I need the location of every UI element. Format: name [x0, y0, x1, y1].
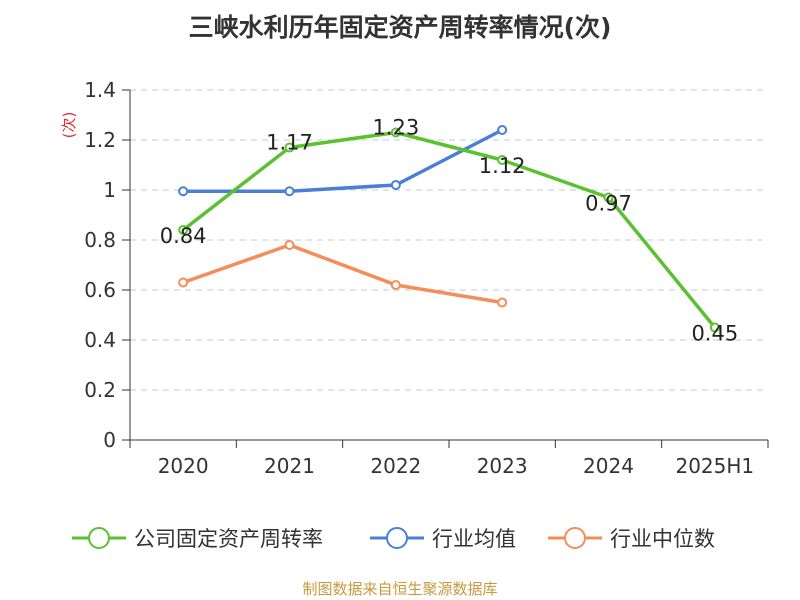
data-point [390, 180, 401, 190]
data-point [709, 322, 720, 333]
data-label: 0.84 [160, 224, 207, 248]
data-point [390, 280, 401, 290]
x-tick-label: 2020 [158, 454, 209, 478]
data-point [178, 186, 189, 197]
y-tick-label: 0.8 [84, 228, 116, 252]
data-point [497, 297, 508, 308]
data-labels: 0.84 1.17 1.23 1.12 0.97 0.45 [160, 116, 738, 346]
x-tick-label: 2024 [583, 454, 634, 478]
data-label: 1.12 [479, 154, 526, 178]
data-label: 1.17 [266, 131, 313, 155]
legend-marker [386, 527, 408, 549]
y-tick-label: 0 [103, 428, 116, 452]
legend-marker [88, 527, 110, 549]
axes: 0 0.2 0.4 0.6 0.8 1 1.2 1.4 2020 2021 2022 2023 2024… [60, 78, 769, 478]
x-tick-label: 2023 [477, 454, 528, 478]
data-point [178, 225, 189, 235]
data-label: 0.45 [691, 322, 738, 346]
y-tick-label: 1.2 [84, 128, 116, 152]
legend: 公司固定资产周转率 行业均值 行业中位数 [72, 527, 715, 551]
y-tick-label: 0.2 [84, 378, 116, 402]
series-group [178, 125, 720, 333]
series-line-2 [182, 243, 503, 305]
data-point [497, 125, 508, 135]
chart-title: 三峡水利历年固定资产周转率情况(次) [188, 13, 612, 42]
grid-lines [130, 89, 768, 391]
data-point [284, 142, 295, 153]
legend-label: 行业中位数 [610, 527, 715, 551]
data-point [284, 240, 295, 250]
y-tick-label: 0.4 [84, 328, 116, 352]
x-tick-label: 2021 [264, 454, 315, 478]
legend-label: 公司固定资产周转率 [134, 527, 323, 551]
x-tick-label: 2025H1 [675, 454, 754, 478]
data-point [284, 186, 295, 197]
series-line-1 [183, 128, 503, 193]
y-tick-label: 0.6 [84, 278, 116, 302]
data-source-note: 制图数据来自恒生聚源数据库 [302, 580, 498, 598]
y-tick-label: 1.4 [84, 78, 116, 102]
legend-label: 行业均值 [432, 527, 516, 551]
series-line-0 [182, 130, 717, 329]
data-point [603, 192, 614, 203]
legend-marker [564, 527, 586, 549]
data-point [390, 127, 401, 138]
y-axis-label: (次) [60, 112, 78, 139]
y-tick-label: 1 [103, 178, 116, 202]
data-label: 1.23 [372, 116, 419, 140]
data-label: 0.97 [585, 192, 632, 216]
data-point [497, 155, 508, 165]
x-tick-label: 2022 [370, 454, 421, 478]
data-point [178, 277, 189, 288]
